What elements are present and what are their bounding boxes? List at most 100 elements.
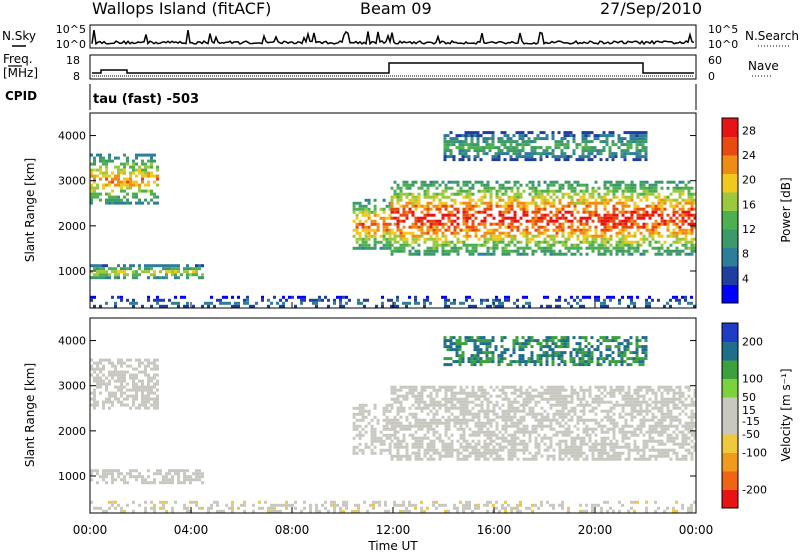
echo-cell bbox=[429, 391, 433, 395]
echo-cell bbox=[485, 137, 489, 141]
echo-cell bbox=[633, 397, 637, 401]
echo-cell bbox=[531, 424, 535, 428]
echo-cell bbox=[561, 394, 565, 398]
echo-cell bbox=[168, 264, 171, 268]
echo-cell bbox=[473, 155, 477, 159]
echo-cell bbox=[111, 180, 114, 184]
echo-cell bbox=[147, 469, 150, 473]
echo-cell bbox=[156, 379, 159, 383]
echo-cell bbox=[618, 243, 622, 247]
echo-cell bbox=[585, 201, 589, 205]
echo-cell bbox=[165, 276, 168, 280]
echo-cell bbox=[594, 397, 598, 401]
echo-cell bbox=[621, 403, 625, 407]
echo-cell bbox=[525, 430, 529, 434]
echo-cell bbox=[474, 234, 478, 238]
echo-cell bbox=[452, 137, 456, 141]
echo-cell bbox=[597, 246, 601, 250]
echo-cell bbox=[660, 186, 664, 190]
echo-cell bbox=[525, 207, 529, 211]
echo-cell bbox=[99, 270, 102, 274]
echo-cell bbox=[417, 406, 421, 410]
echo-cell bbox=[462, 400, 466, 404]
echo-cell bbox=[355, 240, 359, 244]
echo-cell bbox=[666, 180, 670, 184]
echo-cell bbox=[405, 445, 409, 449]
echo-cell bbox=[633, 391, 637, 395]
echo-cell bbox=[452, 155, 456, 159]
echo-cell bbox=[399, 213, 403, 217]
echo-cell bbox=[498, 388, 502, 392]
echo-cell bbox=[518, 363, 522, 367]
echo-cell bbox=[591, 195, 595, 199]
echo-cell bbox=[504, 249, 508, 253]
echo-cell bbox=[591, 457, 595, 461]
echo-cell bbox=[132, 397, 135, 401]
echo-cell bbox=[681, 436, 685, 440]
echo-cell bbox=[678, 301, 681, 305]
echo-cell bbox=[581, 137, 585, 141]
echo-cell bbox=[492, 234, 496, 238]
echo-cell bbox=[534, 415, 538, 419]
echo-cell bbox=[525, 237, 529, 241]
echo-cell bbox=[555, 298, 558, 302]
echo-cell bbox=[153, 385, 156, 389]
echo-cell bbox=[606, 198, 610, 202]
echo-cell bbox=[621, 207, 625, 211]
echo-cell bbox=[480, 430, 484, 434]
echo-cell bbox=[588, 195, 592, 199]
echo-cell bbox=[186, 276, 189, 280]
echo-cell bbox=[690, 418, 694, 422]
echo-cell bbox=[393, 424, 397, 428]
echo-cell bbox=[564, 406, 568, 410]
echo-cell bbox=[120, 198, 123, 202]
echo-cell bbox=[453, 418, 457, 422]
echo-cell bbox=[393, 234, 397, 238]
echo-cell bbox=[606, 454, 610, 458]
echo-cell bbox=[441, 439, 445, 443]
echo-cell bbox=[657, 448, 661, 452]
echo-cell bbox=[678, 418, 682, 422]
echo-cell bbox=[355, 424, 359, 428]
echo-cell bbox=[657, 246, 661, 250]
echo-cell bbox=[524, 342, 528, 346]
echo-cell bbox=[660, 433, 664, 437]
echo-cell bbox=[135, 391, 138, 395]
echo-cell bbox=[603, 430, 607, 434]
echo-cell bbox=[675, 186, 679, 190]
echo-cell bbox=[648, 424, 652, 428]
echo-cell bbox=[633, 231, 637, 235]
echo-cell bbox=[414, 430, 418, 434]
echo-cell bbox=[150, 267, 153, 271]
echo-cell bbox=[456, 448, 460, 452]
echo-cell bbox=[609, 448, 613, 452]
echo-cell bbox=[615, 234, 619, 238]
echo-cell bbox=[635, 146, 639, 150]
echo-cell bbox=[594, 225, 598, 229]
echo-cell bbox=[516, 421, 520, 425]
echo-cell bbox=[333, 298, 336, 302]
echo-cell bbox=[462, 409, 466, 413]
echo-cell bbox=[633, 204, 637, 208]
echo-cell bbox=[623, 131, 627, 135]
echo-cell bbox=[537, 412, 541, 416]
echo-cell bbox=[498, 301, 501, 305]
echo-cell bbox=[396, 228, 400, 232]
echo-cell bbox=[468, 252, 472, 256]
echo-cell bbox=[537, 204, 541, 208]
echo-cell bbox=[651, 427, 655, 431]
echo-cell bbox=[485, 342, 489, 346]
echo-cell bbox=[455, 146, 459, 150]
echo-cell bbox=[444, 433, 448, 437]
echo-cell bbox=[531, 388, 535, 392]
echo-cell bbox=[96, 174, 99, 178]
echo-cell bbox=[564, 427, 568, 431]
echo-cell bbox=[456, 418, 460, 422]
echo-cell bbox=[539, 152, 543, 156]
echo-cell bbox=[507, 207, 511, 211]
echo-cell bbox=[639, 430, 643, 434]
echo-cell bbox=[678, 445, 682, 449]
echo-cell bbox=[567, 219, 571, 223]
echo-cell bbox=[486, 237, 490, 241]
echo-cell bbox=[126, 186, 129, 190]
